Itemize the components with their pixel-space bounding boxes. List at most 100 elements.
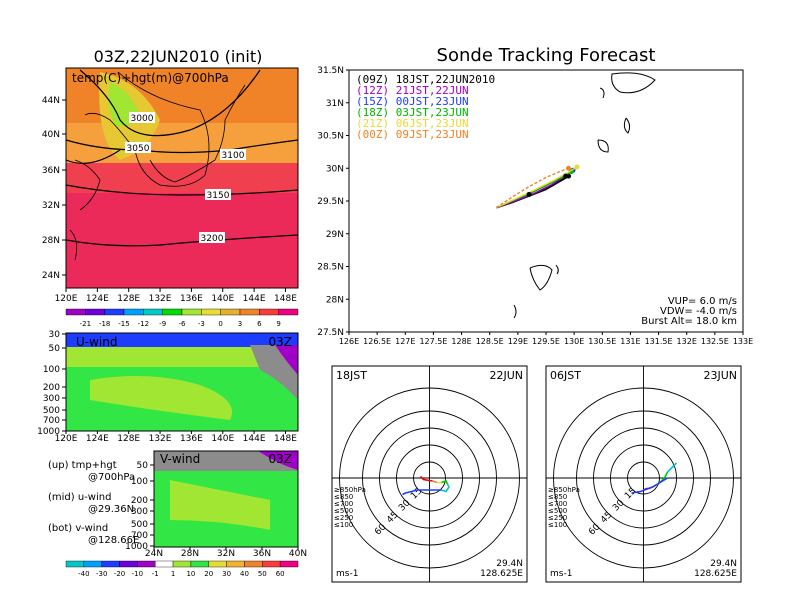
side-note-line2: @128.66E [88, 535, 139, 546]
level-legend: ≥850hPa [548, 486, 580, 494]
colorbar-label: -20 [114, 570, 125, 578]
contour-labels: 3000 3050 3100 3150 3200 [125, 112, 246, 244]
legend-entry: (00Z) 09JST,23JUN [356, 128, 469, 141]
level-legend: ≤250 [334, 514, 353, 522]
colorbar-swatch [244, 560, 263, 568]
level-legend: ≤700 [548, 500, 567, 508]
u-wind-frame [65, 332, 299, 432]
colorbar-swatch [162, 308, 183, 316]
level-legend: ≤850 [334, 493, 353, 501]
level-legend: ≤850 [548, 493, 567, 501]
sonde-tracks [496, 164, 580, 209]
lon-tick-label: 136E [180, 294, 203, 304]
pressure-tick-label: 1000 [37, 427, 60, 437]
unit-label: ms-1 [336, 569, 358, 579]
u-wind-time: 03Z [269, 335, 293, 349]
colorbar-swatch [83, 560, 102, 568]
temp-colorbar: -21 -18 -15 -12 -9 -6 -3 0 3 6 9 [65, 308, 299, 328]
lon-tick-label: 140E [211, 294, 234, 304]
colorbar-swatch [208, 560, 227, 568]
lon-tick-label: 128.5E [476, 337, 504, 346]
wind-colorbar: -40 -30 -20 -10 -1 1 10 20 30 40 50 60 [65, 560, 299, 578]
contour-label: 3200 [201, 234, 224, 244]
legend-entry: (09Z) 18JST,22JUN2010 [356, 73, 495, 86]
lon-tick-label: 136E [180, 434, 203, 444]
u-wind-strong-band [66, 333, 298, 347]
mid-band [66, 123, 298, 163]
pressure-tick-label: 300 [131, 507, 148, 517]
colorbar-swatch [143, 308, 163, 316]
track-line [496, 166, 578, 209]
hodograph-lon: 128.625E [694, 569, 737, 579]
colorbar-label: -6 [179, 320, 187, 328]
lat-tick-label: 24N [42, 271, 60, 281]
v-wind-missing [154, 451, 298, 471]
hodograph-date: 23JUN [703, 369, 737, 382]
colorbar-label: 9 [276, 320, 280, 328]
colorbar-swatch [181, 308, 202, 316]
v-wind-label: V-wind [160, 452, 200, 466]
colorbar-label: 1 [171, 570, 175, 578]
colorbar-label: 0 [218, 320, 222, 328]
pressure-tick-label: 100 [131, 477, 148, 487]
lon-tick-label: 131.5E [645, 337, 673, 346]
hodograph-date: 22JUN [489, 369, 523, 382]
pressure-tick-label: 500 [43, 406, 60, 416]
u-wind-shear-region [90, 376, 232, 420]
side-note-line1: (bot) v-wind [48, 523, 108, 534]
lat-tick-label: 30N [326, 164, 344, 174]
hodograph-time: 18JST [336, 369, 367, 382]
colorbar-swatch [259, 308, 279, 316]
wind-profile-segment [666, 462, 678, 473]
side-notes: (up) tmp+hgt@700hPa (mid) u-wind@29.36N (b… [48, 460, 139, 546]
lon-tick-label: 126.5E [363, 337, 391, 346]
colorbar-swatch [172, 560, 192, 568]
red-band [66, 163, 298, 193]
lon-tick-label: 131E [620, 337, 640, 346]
balloon-parameter: VDW= -4.0 m/s [660, 306, 737, 317]
colorbar-label: 10 [186, 570, 195, 578]
lon-tick-label: 120E [55, 294, 78, 304]
lat-tick-label: 30.5N [317, 132, 344, 142]
hodograph-time: 06JST [550, 369, 581, 382]
lon-tick-label: 148E [274, 434, 297, 444]
lat-tick-label: 29.5N [317, 197, 344, 207]
u-wind-label: U-wind [76, 335, 117, 349]
panel-temp-height: 03Z,22JUN2010 (init) 3000 3050 3100 3150 320… [42, 47, 299, 328]
side-note-line1: (up) tmp+hgt [48, 460, 117, 471]
colorbar-swatch [220, 308, 241, 316]
colorbar-swatch [278, 308, 299, 316]
pressure-tick-label: 500 [131, 520, 148, 530]
lon-tick-label: 129.5E [532, 337, 560, 346]
lat-tick-label: 36N [42, 166, 60, 176]
colorbar-swatch [201, 308, 221, 316]
side-note-line2: @29.36N [88, 504, 134, 515]
wind-profile-segment [441, 483, 450, 493]
colorbar-label: -18 [99, 320, 110, 328]
lat-tick-label: 27.5N [317, 328, 344, 338]
colorbar-label: -3 [198, 320, 205, 328]
colorbar-label: 30 [222, 570, 231, 578]
hodograph-lat: 29.4N [710, 559, 737, 569]
pressure-tick-label: 30 [49, 330, 61, 340]
tracking-lat-axis: 27.5N 28N 28.5N 29N 29.5N 30N 30.5N 31N 31.5N [317, 66, 349, 338]
tracking-lon-axis: 126E 126.5E 127E 127.5E 128E 128.5E 129E 129.5E… [339, 332, 753, 346]
track-marker [563, 173, 569, 179]
lat-tick-label: 28.5N [317, 263, 344, 273]
lon-tick-label: 128E [117, 434, 140, 444]
colorbar-swatch [101, 560, 120, 568]
hodograph-lat: 29.4N [496, 559, 523, 569]
colorbar-label: -1 [152, 570, 159, 578]
colorbar-swatch [239, 308, 260, 316]
contour-label-bg [205, 189, 231, 200]
lon-tick-label: 132E [149, 294, 172, 304]
unit-label: ms-1 [550, 569, 572, 579]
u-wind-lon-axis: 120E 124E 128E 132E 136E 140E 144E 148E [55, 431, 297, 444]
level-legend: ≤500 [334, 507, 353, 515]
v-wind-lat-axis: 24N 28N 32N 36N 40N [145, 547, 307, 559]
map-field-label: temp(C)+hgt(m)@700hPa [72, 71, 229, 85]
